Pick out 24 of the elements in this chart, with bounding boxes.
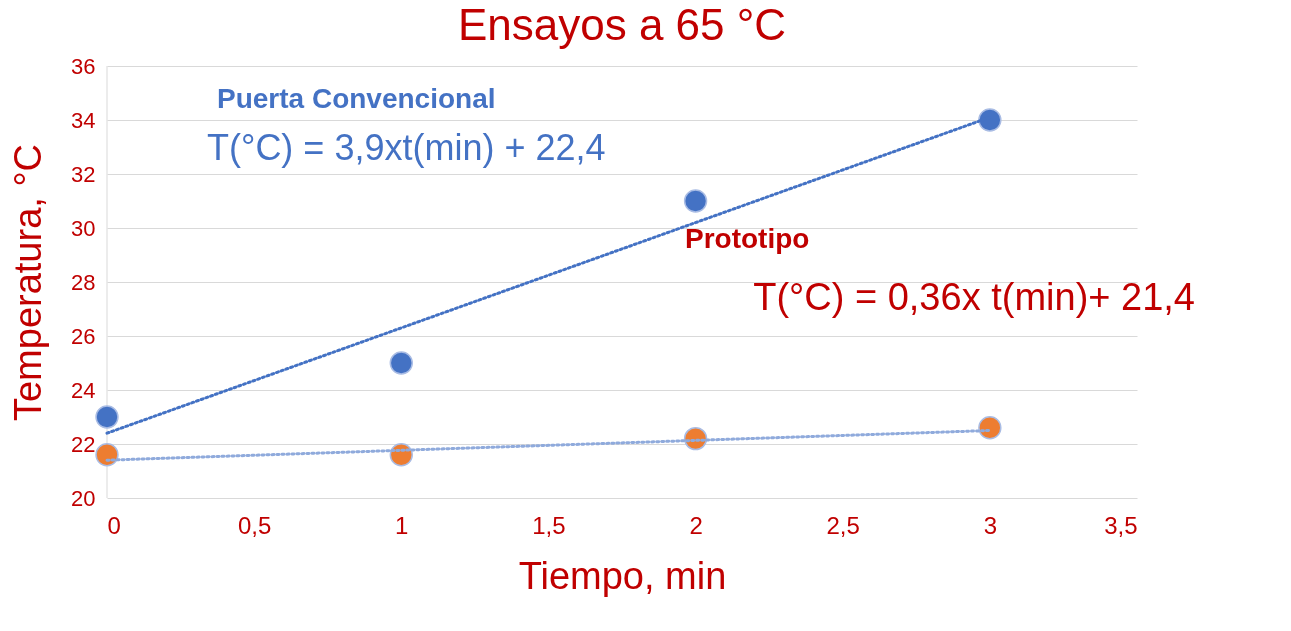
y-tick-label: 30 bbox=[71, 215, 96, 241]
x-tick-label: 1,5 bbox=[532, 511, 566, 539]
y-tick-label: 24 bbox=[71, 377, 96, 403]
y-axis-title: Temperatura, °C bbox=[7, 143, 50, 422]
x-tick-label: 0,5 bbox=[237, 511, 272, 539]
y-tick-label: 28 bbox=[71, 269, 96, 295]
y-tick-label: 22 bbox=[71, 431, 96, 457]
x-tick-label: 3 bbox=[983, 511, 998, 539]
x-axis-title: Tiempo, min bbox=[518, 554, 727, 597]
chart-title: Ensayos a 65 °C bbox=[457, 0, 787, 49]
x-tick-label: 2,5 bbox=[826, 511, 860, 539]
annotation: T(°C) = 0,36x t(min)+ 21,4 bbox=[753, 276, 1195, 318]
x-tick-label: 2 bbox=[689, 511, 703, 539]
annotation: Prototipo bbox=[685, 223, 810, 254]
y-tick-label: 36 bbox=[71, 53, 96, 79]
y-tick-label: 20 bbox=[71, 485, 96, 511]
x-tick-label: 1 bbox=[395, 511, 409, 539]
annotation: T(°C) = 3,9xt(min) + 22,4 bbox=[207, 127, 606, 168]
annotation: Puerta Convencional bbox=[217, 83, 496, 114]
x-tick-label: 0 bbox=[107, 511, 121, 539]
y-tick-label: 34 bbox=[71, 107, 96, 133]
y-tick-label: 26 bbox=[71, 323, 96, 349]
x-tick-label: 3,5 bbox=[1104, 511, 1138, 539]
y-tick-label: 32 bbox=[71, 161, 96, 187]
